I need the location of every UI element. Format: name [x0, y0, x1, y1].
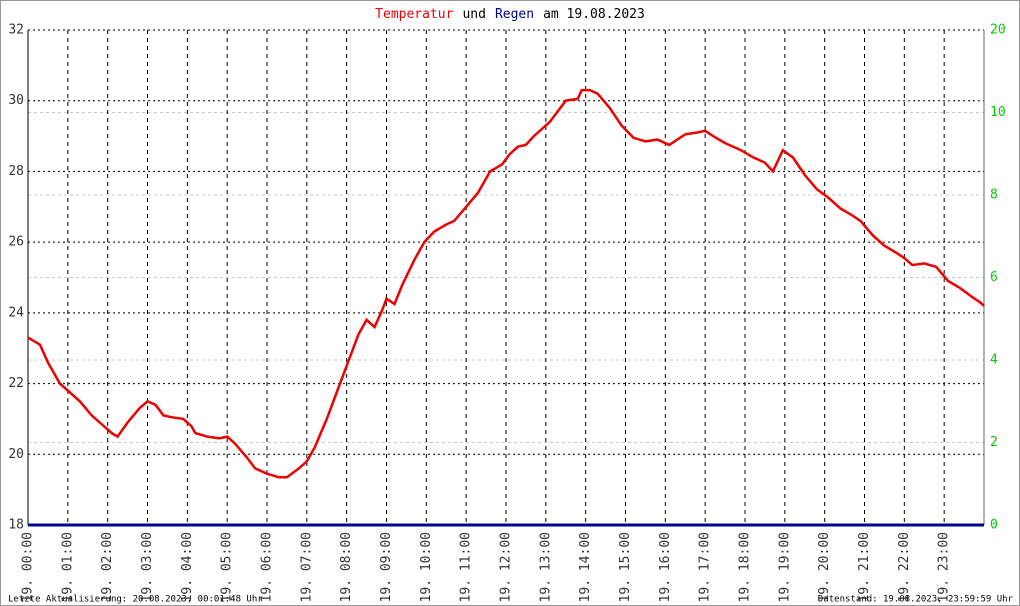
x-tick-label: 19. 00:00 [21, 532, 36, 602]
x-tick-label: 19. 16:00 [658, 532, 673, 602]
y2-tick-label: 6 [990, 270, 998, 285]
series-line [27, 88, 985, 479]
x-tick-label: 19. 20:00 [817, 532, 832, 602]
y2-tick-label: 8 [990, 188, 998, 203]
x-tick-label: 19. 10:00 [419, 532, 434, 602]
x-tick-label: 19. 21:00 [857, 532, 872, 602]
x-tick-label: 19. 15:00 [618, 532, 633, 602]
x-tick-label: 19. 22:00 [897, 532, 912, 602]
y2-tick-label: 2 [990, 435, 998, 450]
x-tick-label: 19. 07:00 [299, 532, 314, 602]
x-tick-label: 19. 17:00 [698, 532, 713, 602]
x-tick-label: 19. 23:00 [937, 532, 952, 602]
y2-tick-label: 10 [990, 105, 1006, 120]
x-tick-label: 19. 03:00 [140, 532, 155, 602]
title-part: Regen [495, 7, 534, 22]
title-part: Temperatur [375, 7, 453, 22]
y-tick-label: 32 [8, 23, 24, 38]
y-tick-label: 18 [8, 518, 24, 533]
footer-left: Letzte Aktualisierung: 20.08.2023, 00:01… [8, 595, 263, 605]
chart-title: Temperatur und Regen am 19.08.2023 [375, 7, 645, 22]
y-tick-label: 30 [8, 93, 24, 108]
y-tick-label: 24 [8, 305, 24, 320]
x-tick-label: 19. 14:00 [578, 532, 593, 602]
footer-right: Datenstand: 19.08.2023, 23:59:59 Uhr [818, 595, 1014, 605]
y-tick-label: 20 [8, 447, 24, 462]
y-tick-label: 26 [8, 235, 24, 250]
x-tick-label: 19. 05:00 [220, 532, 235, 602]
y-tick-label: 22 [8, 376, 24, 391]
x-tick-label: 19. 06:00 [260, 532, 275, 602]
x-tick-label: 19. 11:00 [459, 532, 474, 602]
x-tick-label: 19. 04:00 [180, 532, 195, 602]
x-tick-label: 19. 13:00 [538, 532, 553, 602]
y2-tick-label: 4 [990, 353, 998, 368]
x-tick-label: 19. 19:00 [777, 532, 792, 602]
y2-tick-label: 0 [990, 518, 998, 533]
x-tick-label: 19. 01:00 [60, 532, 75, 602]
x-tick-label: 19. 18:00 [738, 532, 753, 602]
y2-top-label: 20 [990, 23, 1006, 38]
title-part: und [462, 7, 485, 22]
x-tick-label: 19. 12:00 [499, 532, 514, 602]
y-tick-label: 28 [8, 164, 24, 179]
x-tick-label: 19. 09:00 [379, 532, 394, 602]
x-tick-label: 19. 02:00 [100, 532, 115, 602]
title-part: am 19.08.2023 [543, 7, 645, 22]
x-tick-label: 19. 08:00 [339, 532, 354, 602]
